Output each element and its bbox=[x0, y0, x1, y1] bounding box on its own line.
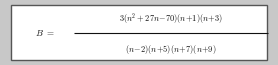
Text: $3(n^2+27n\!-\!70)(n\!+\!1)(n\!+\!3)$: $3(n^2+27n\!-\!70)(n\!+\!1)(n\!+\!3)$ bbox=[119, 11, 223, 26]
FancyBboxPatch shape bbox=[11, 5, 267, 60]
Text: $(n\!-\!2)(n\!+\!5)(n\!+\!7)(n\!+\!9)$: $(n\!-\!2)(n\!+\!5)(n\!+\!7)(n\!+\!9)$ bbox=[125, 43, 217, 56]
Text: $B \ =$: $B \ =$ bbox=[35, 27, 54, 38]
